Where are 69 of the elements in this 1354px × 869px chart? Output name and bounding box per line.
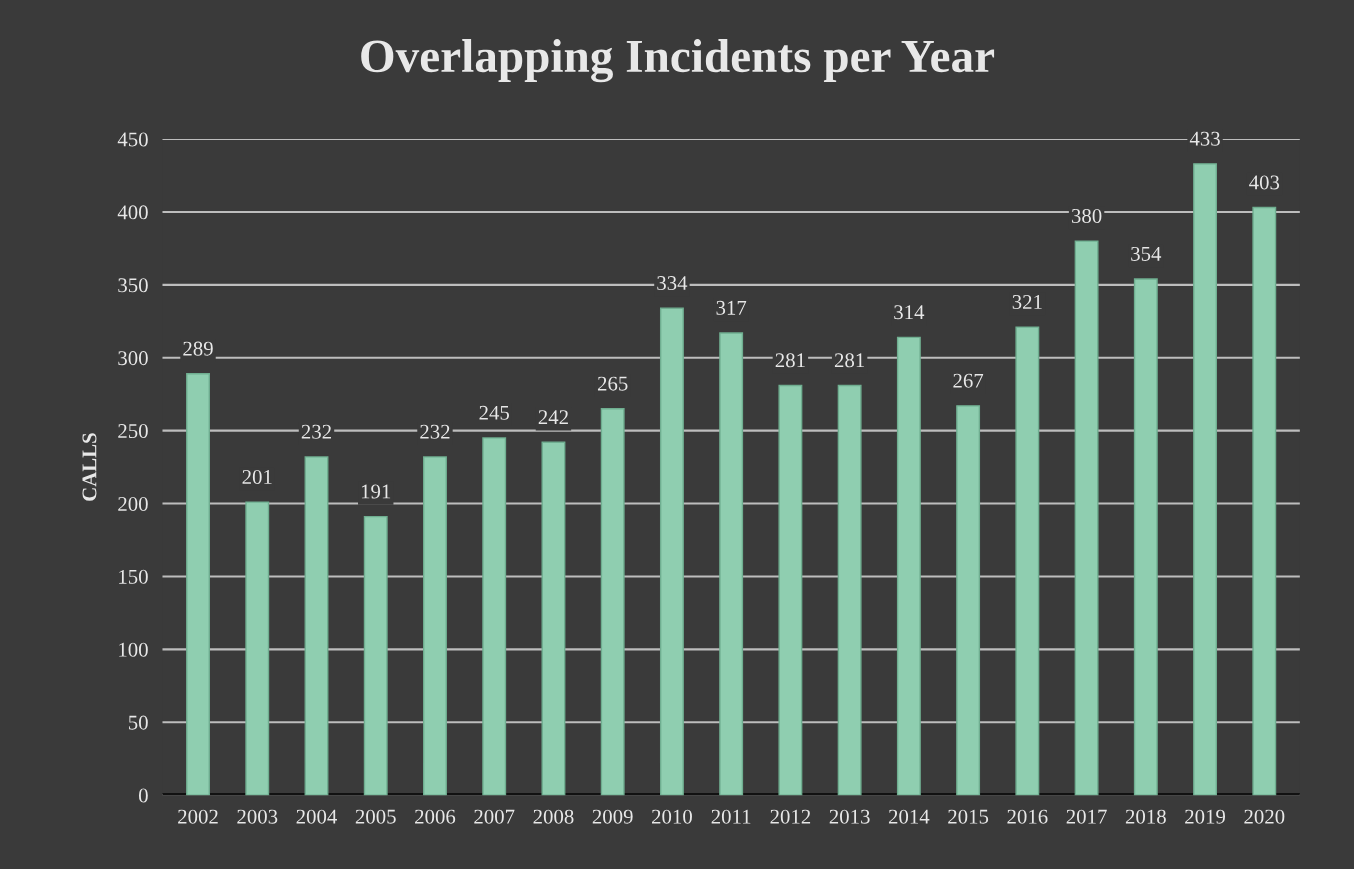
- bar: [186, 373, 210, 796]
- data-label: 317: [716, 300, 747, 315]
- x-tick-label: 2010: [652, 809, 692, 824]
- bar: [956, 405, 981, 796]
- bar: [659, 307, 684, 796]
- bar: [719, 332, 744, 796]
- data-label: 314: [894, 305, 925, 320]
- y-tick-label: 100: [119, 642, 148, 657]
- x-tick-label: 2003: [237, 809, 278, 824]
- bar: [1252, 206, 1277, 796]
- bar: [837, 384, 862, 796]
- data-label: 403: [1249, 175, 1280, 190]
- data-label: 380: [1071, 208, 1102, 223]
- bar: [363, 515, 388, 796]
- bar: [896, 336, 921, 796]
- data-label: 289: [183, 341, 213, 356]
- x-tick-label: 2011: [711, 809, 751, 824]
- x-tick-label: 2009: [592, 809, 633, 824]
- data-label: 267: [953, 373, 984, 388]
- x-tick-label: 2005: [355, 809, 396, 824]
- y-tick-label: 350: [118, 278, 148, 293]
- bar: [423, 456, 447, 796]
- data-label: 232: [420, 424, 450, 439]
- y-axis-title: CALLS: [82, 433, 97, 501]
- x-tick-label: 2014: [888, 809, 930, 824]
- x-tick-label: 2006: [415, 809, 456, 824]
- x-tick-label: 2015: [948, 809, 989, 824]
- y-tick-label: 300: [118, 351, 148, 366]
- bar: [245, 501, 270, 796]
- y-tick-label: 450: [117, 132, 148, 147]
- data-label: 281: [834, 353, 865, 368]
- data-label: 191: [361, 484, 391, 499]
- x-tick-label: 2013: [829, 809, 870, 824]
- data-label: 245: [479, 405, 510, 420]
- x-tick-label: 2007: [474, 809, 515, 824]
- data-label: 232: [301, 424, 331, 439]
- x-tick-label: 2012: [770, 809, 811, 824]
- bar: [1074, 240, 1099, 796]
- bar: [778, 384, 803, 796]
- bar: [1133, 278, 1158, 796]
- bar: [1193, 163, 1218, 796]
- data-label: 334: [657, 276, 688, 291]
- x-tick-label: 2020: [1244, 809, 1285, 824]
- data-label: 242: [538, 410, 568, 424]
- x-tick-label: 2019: [1185, 809, 1226, 824]
- chart-title: Overlapping Incidents per Year: [361, 39, 995, 83]
- x-tick-label: 2008: [533, 809, 574, 824]
- y-tick-label: 250: [118, 424, 148, 439]
- x-tick-label: 2018: [1125, 809, 1166, 824]
- data-label: 321: [1012, 295, 1042, 309]
- data-label: 201: [242, 469, 272, 484]
- data-label: 281: [775, 353, 805, 368]
- x-tick-label: 2004: [296, 809, 338, 824]
- bar: [600, 408, 625, 796]
- data-label: 265: [597, 376, 628, 391]
- y-tick-label: 200: [118, 496, 148, 511]
- data-label: 433: [1189, 131, 1220, 146]
- bar: [482, 437, 507, 796]
- bar: [541, 441, 566, 796]
- y-tick-label: 150: [119, 569, 148, 584]
- bar: [1015, 326, 1040, 796]
- y-tick-label: 50: [128, 715, 148, 730]
- x-tick-label: 2016: [1007, 809, 1048, 824]
- y-tick-label: 400: [117, 205, 148, 220]
- data-label: 354: [1131, 246, 1162, 261]
- y-tick-label: 0: [138, 788, 148, 803]
- bar: [304, 456, 329, 796]
- x-tick-label: 2002: [178, 809, 218, 824]
- x-tick-label: 2017: [1066, 809, 1107, 824]
